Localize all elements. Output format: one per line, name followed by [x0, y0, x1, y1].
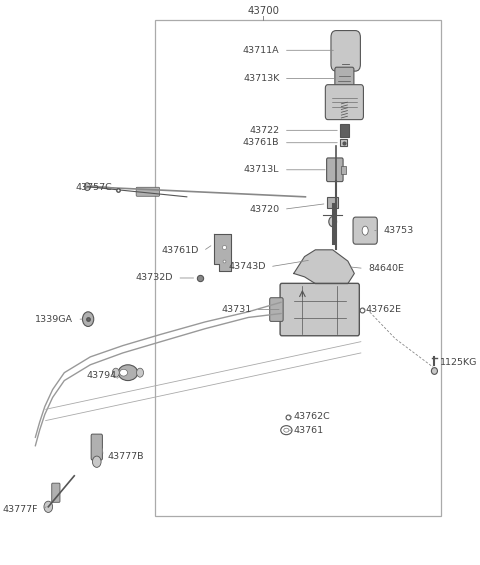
Text: 43720: 43720 [249, 205, 279, 214]
FancyBboxPatch shape [91, 434, 102, 460]
Text: 1125KG: 1125KG [440, 358, 477, 367]
FancyBboxPatch shape [326, 158, 343, 181]
FancyBboxPatch shape [331, 31, 360, 71]
Text: 43777B: 43777B [108, 451, 144, 460]
Ellipse shape [317, 285, 331, 292]
Circle shape [84, 182, 90, 190]
Polygon shape [214, 234, 231, 271]
Circle shape [137, 368, 144, 377]
Ellipse shape [432, 368, 437, 375]
Text: 43722: 43722 [249, 126, 279, 135]
Ellipse shape [120, 370, 128, 376]
Bar [155, 20, 441, 516]
Text: 43761B: 43761B [243, 138, 279, 147]
FancyBboxPatch shape [335, 67, 354, 90]
Text: 1339GA: 1339GA [35, 315, 73, 324]
Text: 43777F: 43777F [3, 505, 38, 514]
Ellipse shape [329, 216, 336, 227]
Ellipse shape [362, 226, 368, 235]
Text: 43761: 43761 [294, 425, 324, 434]
FancyBboxPatch shape [52, 483, 60, 502]
Text: 43713L: 43713L [244, 166, 279, 174]
Text: 84640E: 84640E [368, 264, 404, 273]
Ellipse shape [118, 365, 138, 381]
Bar [327, 197, 338, 208]
Circle shape [44, 501, 53, 512]
Text: 43732D: 43732D [135, 273, 173, 282]
Circle shape [112, 368, 119, 377]
Text: 43700: 43700 [247, 6, 279, 16]
Text: 43753: 43753 [384, 226, 414, 235]
Text: 43794: 43794 [86, 371, 116, 380]
Bar [341, 166, 346, 173]
Polygon shape [294, 250, 354, 284]
Text: 43757C: 43757C [75, 183, 112, 192]
Text: 43731: 43731 [221, 305, 252, 314]
Text: 43713K: 43713K [243, 74, 279, 83]
Text: 43711A: 43711A [243, 46, 279, 55]
Bar [340, 140, 347, 146]
Text: 43762C: 43762C [294, 412, 331, 421]
Text: 43743D: 43743D [228, 262, 265, 271]
Ellipse shape [321, 286, 327, 290]
FancyBboxPatch shape [136, 187, 159, 196]
Circle shape [93, 456, 101, 467]
FancyBboxPatch shape [325, 85, 363, 120]
FancyBboxPatch shape [270, 298, 283, 321]
Circle shape [83, 312, 94, 327]
Text: 43761D: 43761D [162, 246, 199, 255]
FancyBboxPatch shape [280, 283, 360, 336]
Bar [340, 124, 348, 137]
Text: 43762E: 43762E [365, 305, 401, 314]
FancyBboxPatch shape [353, 217, 377, 244]
